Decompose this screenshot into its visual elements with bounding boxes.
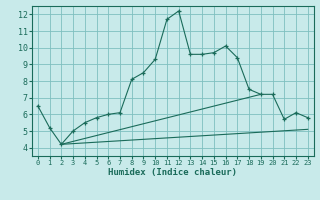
X-axis label: Humidex (Indice chaleur): Humidex (Indice chaleur) [108,168,237,177]
